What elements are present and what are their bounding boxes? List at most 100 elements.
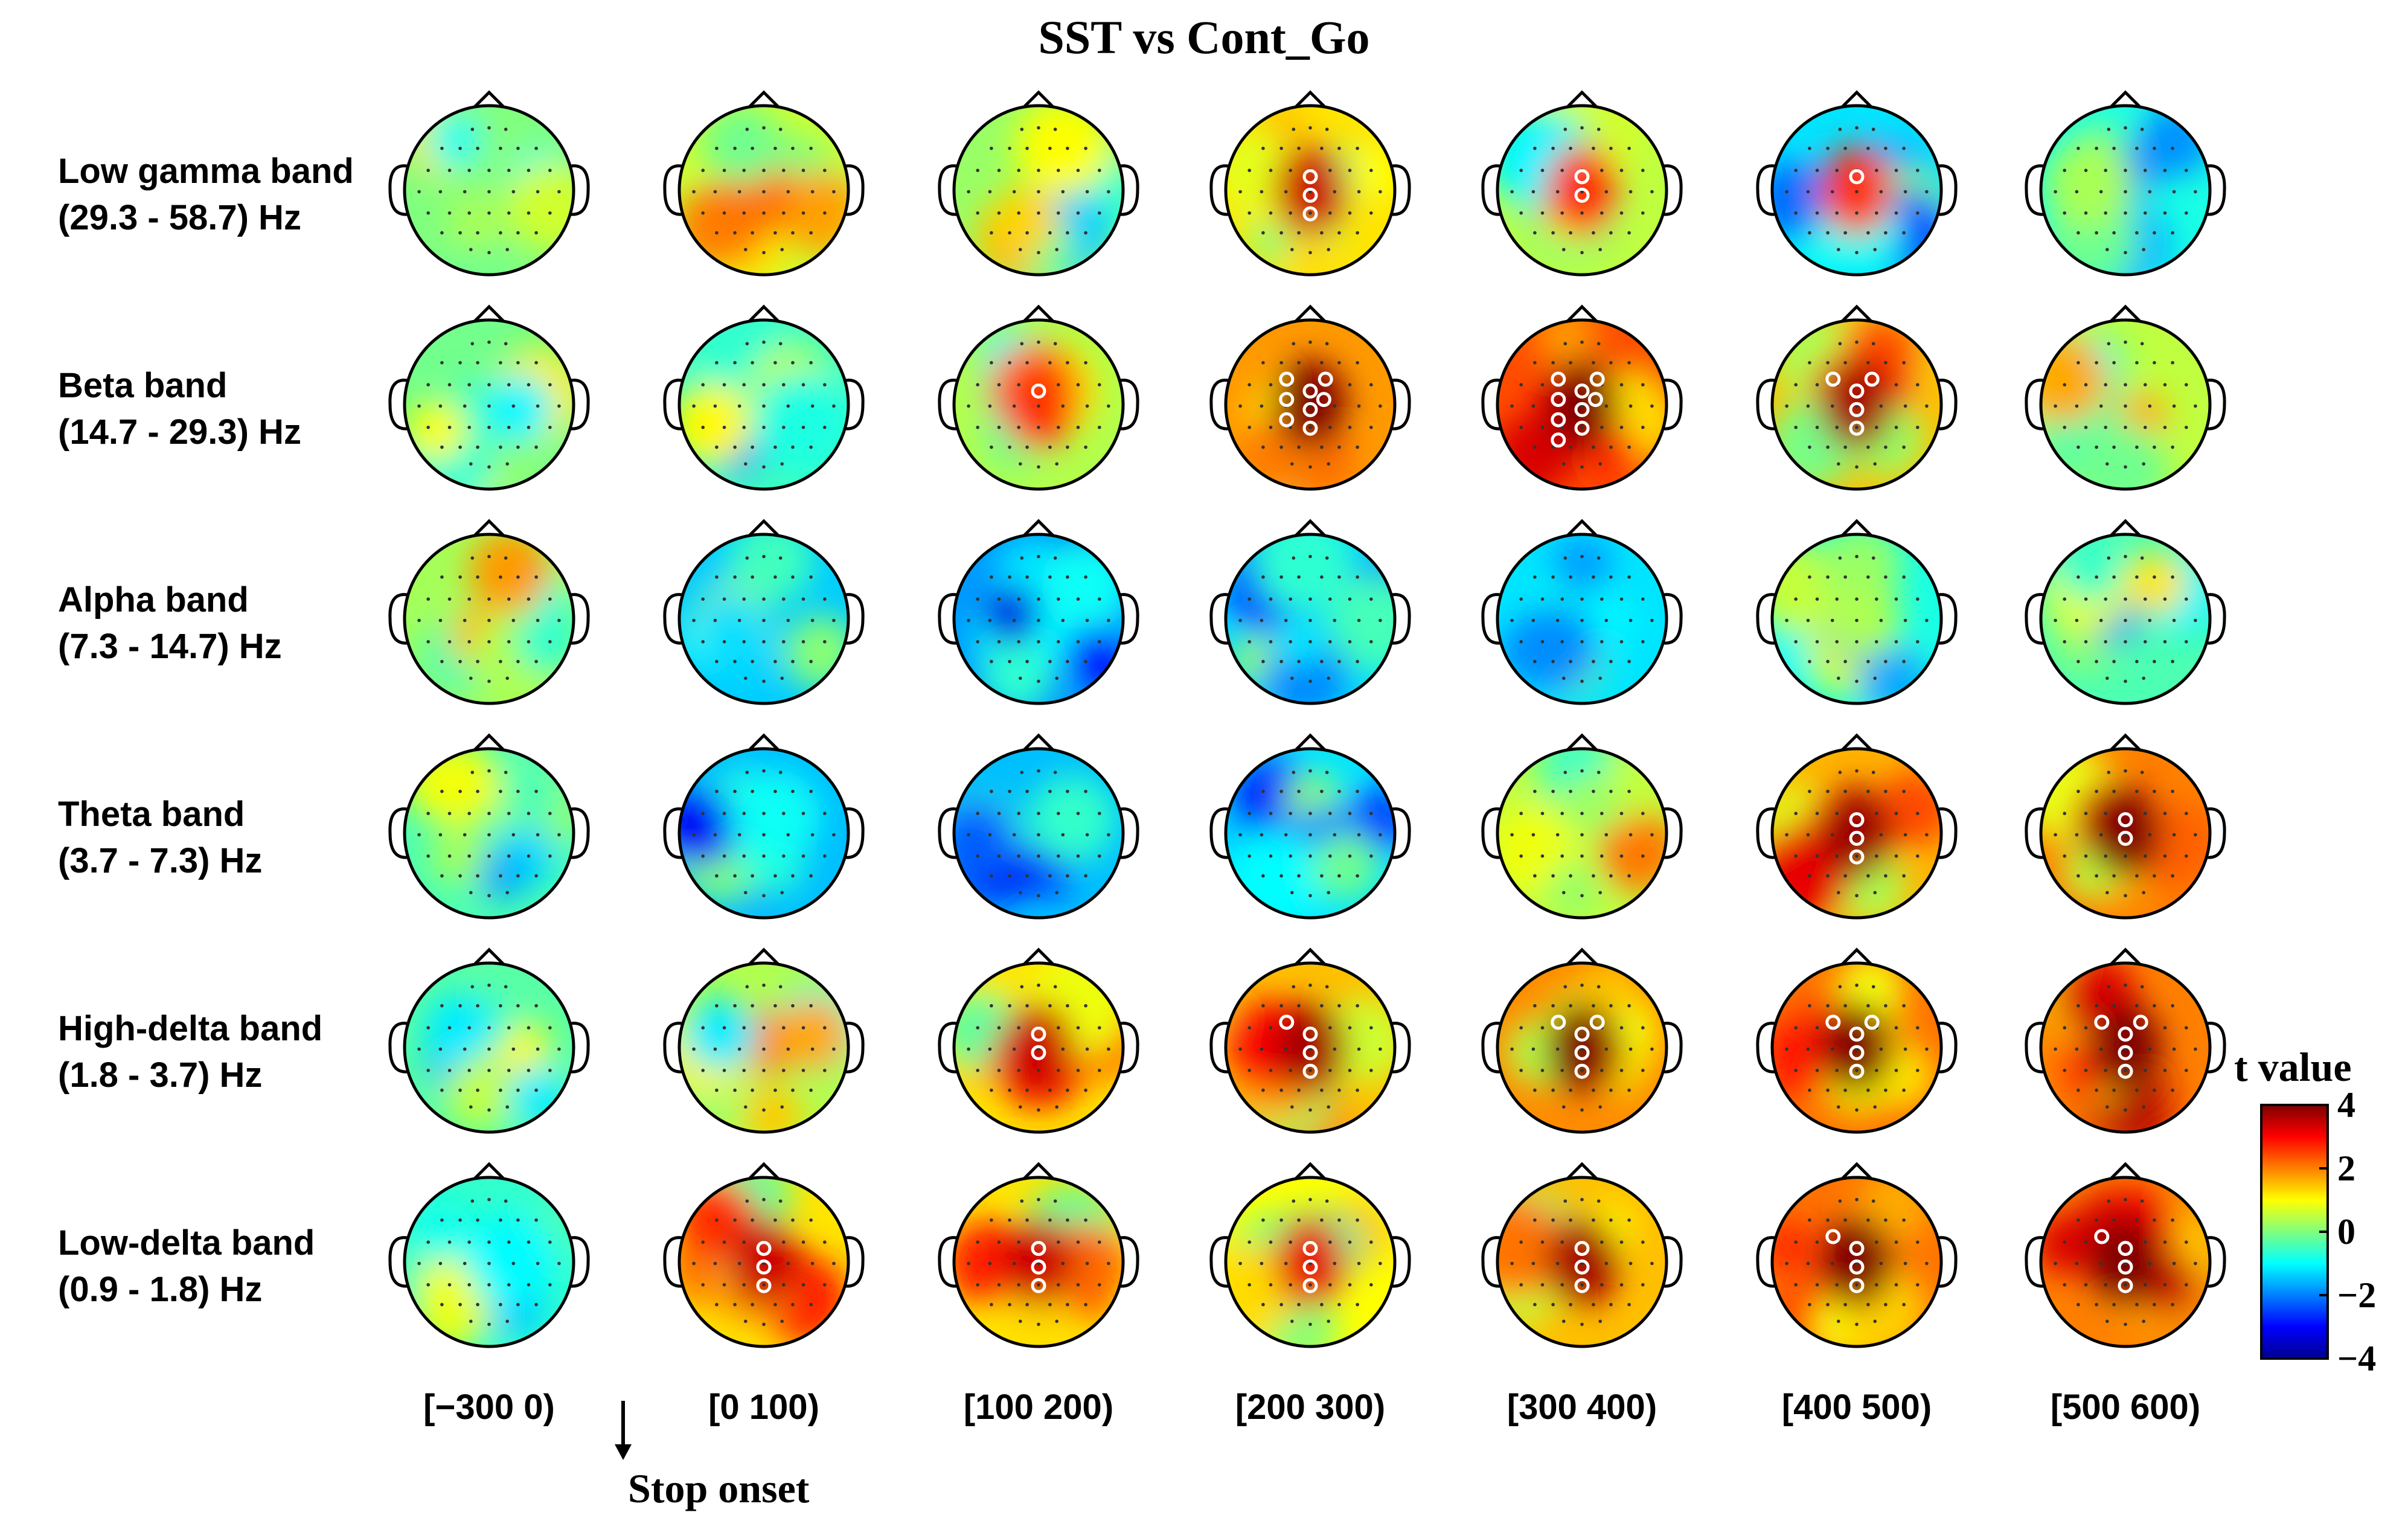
electrode xyxy=(2140,1199,2144,1203)
electrode xyxy=(1560,1283,1564,1287)
electrode xyxy=(458,1088,462,1092)
electrode xyxy=(2124,1322,2127,1327)
nose xyxy=(2110,947,2141,965)
left-ear xyxy=(938,164,957,216)
electrode xyxy=(2099,404,2103,408)
electrode xyxy=(1873,676,1877,680)
electrode xyxy=(2063,1240,2066,1244)
electrode xyxy=(1580,211,1584,215)
electrode xyxy=(487,894,491,898)
electrode xyxy=(1562,462,1566,466)
electrode xyxy=(1261,445,1265,449)
electrode xyxy=(463,404,467,408)
electrode xyxy=(1017,854,1020,858)
electrode xyxy=(458,575,462,579)
electrode xyxy=(1580,426,1584,429)
electrode xyxy=(2095,1088,2098,1092)
right-ear xyxy=(1120,164,1139,216)
electrode xyxy=(2163,211,2167,215)
significant-electrode xyxy=(1849,812,1865,828)
electrode xyxy=(751,1004,754,1008)
electrode xyxy=(1053,127,1057,131)
colorbar-tick-label: −4 xyxy=(2337,1339,2376,1378)
electrode xyxy=(1592,575,1595,579)
electrode xyxy=(1569,1004,1572,1008)
electrode xyxy=(1894,1283,1898,1287)
electrode xyxy=(1238,618,1242,623)
electrode xyxy=(782,1283,786,1287)
electrode xyxy=(1855,640,1859,644)
electrode xyxy=(751,659,754,664)
electrode xyxy=(1826,1218,1830,1222)
electrode xyxy=(1641,854,1645,858)
field-blob xyxy=(1226,829,1322,918)
electrode xyxy=(1835,640,1839,644)
scalp-field xyxy=(1226,320,1395,489)
electrode xyxy=(786,1047,790,1051)
electrode xyxy=(487,1047,491,1051)
electrode xyxy=(1569,789,1572,793)
head-outline xyxy=(1496,1176,1668,1348)
electrode xyxy=(1619,211,1624,215)
electrode xyxy=(1290,676,1294,680)
electrode xyxy=(1866,575,1870,579)
electrode xyxy=(762,404,766,408)
electrode xyxy=(1894,640,1898,644)
nose xyxy=(2110,1162,2141,1180)
electrode xyxy=(1066,659,1069,664)
electrode xyxy=(1627,1088,1631,1092)
electrode xyxy=(1903,1047,1907,1051)
electrode xyxy=(715,146,719,150)
electrode xyxy=(2185,812,2188,815)
electrode xyxy=(701,640,705,644)
electrode xyxy=(1596,342,1601,345)
electrode xyxy=(1875,1283,1878,1287)
electrode xyxy=(2095,1004,2098,1008)
electrode xyxy=(2140,556,2144,560)
electrode xyxy=(438,833,443,837)
electrode xyxy=(2185,168,2188,173)
electrode xyxy=(1563,127,1567,131)
electrode xyxy=(1838,342,1842,345)
head-outline xyxy=(2039,533,2212,705)
electrode xyxy=(1320,1088,1324,1092)
electrode xyxy=(487,679,491,684)
right-ear xyxy=(845,164,865,216)
electrode xyxy=(762,168,766,173)
electrode xyxy=(1269,168,1273,173)
scalp-field xyxy=(405,106,574,275)
electrode xyxy=(1551,1088,1555,1092)
electrode xyxy=(1531,190,1535,194)
left-ear xyxy=(663,164,682,216)
electrode xyxy=(527,812,531,815)
electrode xyxy=(2124,211,2127,215)
electrode xyxy=(1037,251,1040,255)
electrode xyxy=(1902,1218,1906,1222)
electrode xyxy=(487,1322,491,1327)
electrode xyxy=(1037,854,1040,858)
electrode xyxy=(1894,211,1898,215)
electrode xyxy=(1609,231,1613,235)
electrode xyxy=(1020,985,1024,988)
electrode xyxy=(2075,1261,2079,1266)
electrode xyxy=(1048,445,1052,449)
electrode xyxy=(440,1004,444,1008)
electrode xyxy=(1531,833,1535,837)
electrode xyxy=(1019,462,1022,466)
electrode xyxy=(1815,812,1819,815)
electrode xyxy=(780,462,784,466)
electrode xyxy=(1327,891,1330,895)
significant-electrode xyxy=(1574,169,1590,185)
electrode xyxy=(823,1283,827,1287)
significant-electrode xyxy=(1302,420,1318,436)
electrode xyxy=(1328,1026,1332,1029)
significant-electrode xyxy=(2118,1241,2133,1257)
electrode xyxy=(2142,1105,2145,1109)
electrode xyxy=(701,1026,705,1029)
electrode xyxy=(467,854,471,858)
scalp-field xyxy=(2041,749,2210,918)
significant-electrode xyxy=(1574,1026,1590,1042)
electrode xyxy=(988,1047,992,1051)
electrode xyxy=(1020,127,1024,131)
electrode xyxy=(1563,1199,1567,1203)
